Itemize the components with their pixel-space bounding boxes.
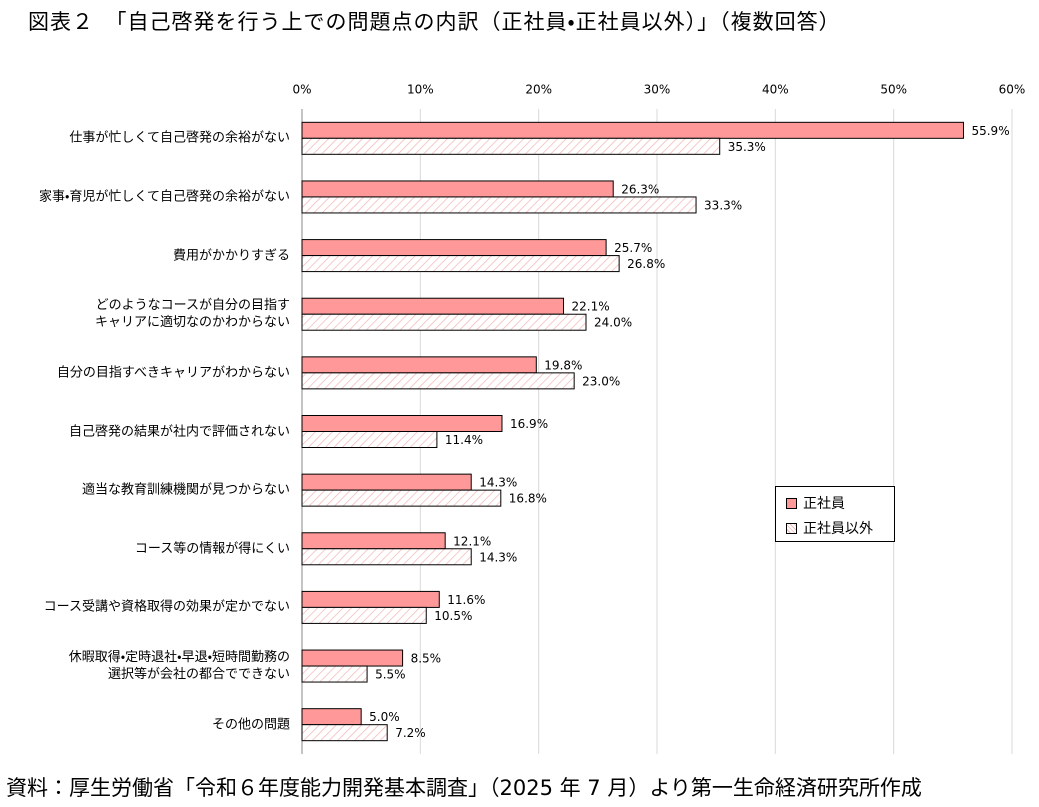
x-tick-label: 10% — [407, 83, 434, 97]
data-label: 8.5% — [411, 652, 442, 666]
x-tick-label: 50% — [880, 83, 907, 97]
data-label: 55.9% — [971, 124, 1009, 138]
bar — [301, 313, 587, 331]
bar — [301, 356, 537, 374]
bar — [301, 297, 565, 315]
x-tick-label: 0% — [292, 83, 311, 97]
legend: 正社員 正社員以外 — [775, 486, 895, 542]
x-tick-label: 30% — [644, 83, 671, 97]
legend-swatch — [786, 522, 797, 534]
data-label: 12.1% — [453, 534, 491, 548]
data-label: 10.5% — [434, 609, 472, 623]
bar — [301, 708, 362, 726]
legend-swatch — [786, 497, 797, 509]
bar — [301, 489, 502, 507]
bar — [301, 532, 446, 550]
y-tick-label: 家事・育児が忙しくて自己啓発の余裕がない — [38, 189, 290, 205]
bar — [301, 137, 721, 155]
legend-label: 正社員以外 — [803, 521, 873, 537]
data-label: 33.3% — [704, 198, 742, 212]
data-label: 5.0% — [369, 710, 400, 724]
y-tick-label: コース等の情報が得にくい — [134, 541, 290, 557]
source-note: 資料：厚生労働省「令和６年度能力開発基本調査」（2025 年 7 月）より第一生… — [6, 776, 922, 800]
data-label: 22.1% — [572, 300, 610, 314]
legend-label: 正社員 — [803, 496, 845, 512]
data-label: 16.9% — [510, 417, 548, 431]
bar — [301, 724, 388, 742]
bar — [301, 649, 404, 667]
bar — [301, 473, 472, 491]
legend-item: 正社員 — [786, 493, 845, 513]
bar — [301, 431, 438, 448]
data-label: 23.0% — [582, 374, 620, 388]
bar — [301, 239, 607, 257]
bar — [301, 590, 440, 608]
x-tick-label: 40% — [762, 83, 789, 97]
data-label: 26.8% — [627, 257, 665, 271]
data-label: 7.2% — [395, 726, 426, 740]
data-label: 14.3% — [479, 550, 517, 564]
bar — [301, 606, 427, 624]
data-label: 14.3% — [479, 476, 517, 490]
chart-title: 図表２ 「自己啓発を行う上での問題点の内訳（正社員・正社員以外）」（複数回答） — [28, 10, 841, 34]
bar — [301, 180, 614, 198]
data-label: 24.0% — [594, 316, 632, 330]
y-tick-label: 自己啓発の結果が社内で評価されない — [68, 424, 290, 439]
legend-item: 正社員以外 — [786, 518, 873, 538]
y-tick-label: 仕事が忙しくて自己啓発の余裕がない — [69, 130, 290, 146]
y-tick-label: 自分の目指すべきキャリアがわからない — [56, 365, 290, 381]
data-label: 5.5% — [375, 668, 406, 682]
data-label: 11.4% — [445, 433, 483, 447]
data-label: 35.3% — [728, 140, 766, 154]
data-label: 16.8% — [509, 492, 547, 506]
y-tick-label: どのようなコースが自分の目指す キャリアに適切なのかわからない — [94, 298, 290, 331]
bar — [301, 121, 964, 139]
bar — [301, 665, 368, 683]
x-tick-label: 60% — [999, 83, 1026, 97]
data-label: 11.6% — [447, 593, 485, 607]
bar — [301, 415, 503, 432]
bar — [301, 255, 620, 273]
x-tick-label: 20% — [525, 83, 552, 97]
y-tick-label: 適当な教育訓練機関が見つからない — [81, 482, 290, 498]
bar — [301, 196, 697, 214]
data-label: 19.8% — [544, 358, 582, 372]
y-tick-label: 費用がかかりすぎる — [172, 248, 290, 264]
bar — [301, 372, 575, 390]
y-tick-label: その他の問題 — [211, 717, 290, 733]
y-tick-label: 休暇取得・定時退社・早退・短時間勤務の 選択等が会社の都合でできない — [68, 650, 290, 683]
y-tick-label: コース受講や資格取得の効果が定かでない — [43, 599, 290, 615]
data-label: 26.3% — [621, 182, 659, 196]
bar — [301, 548, 472, 566]
data-label: 25.7% — [614, 241, 652, 255]
